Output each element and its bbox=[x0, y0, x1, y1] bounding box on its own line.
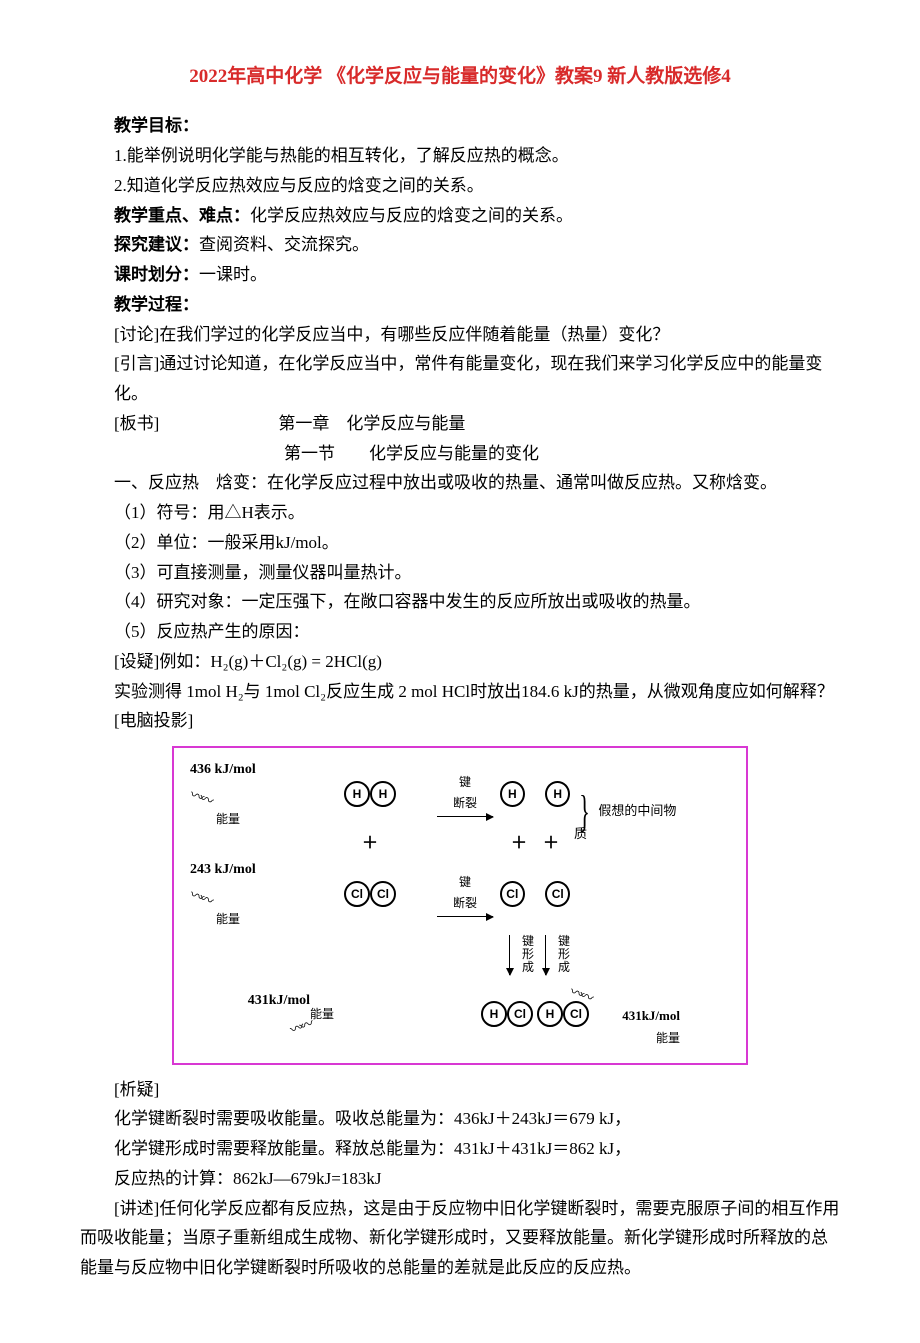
def-main: 一、反应热 焓变：在化学反应过程中放出或吸收的热量、通常叫做反应热。又称焓变。 bbox=[80, 468, 840, 498]
explain: [讲述]任何化学反应都有反应热，这是由于反应物中旧化学键断裂时，需要克服原子间的… bbox=[80, 1194, 840, 1283]
objective-2: 2.知道化学反应热效应与反应的焓变之间的关系。 bbox=[80, 171, 840, 201]
energy-label-3: 能量 bbox=[310, 1004, 334, 1025]
clcl-energy: 243 kJ/mol bbox=[190, 858, 310, 883]
plus-icon: ＋ ＋ bbox=[500, 830, 570, 858]
hcl-energy-2: 431kJ/mol bbox=[570, 1005, 680, 1028]
cl-atom: Cl bbox=[545, 881, 570, 907]
break-label-1: 键断裂 bbox=[430, 772, 500, 814]
projection-label: [电脑投影] bbox=[80, 706, 840, 736]
bond-energy-diagram: 436 kJ/mol 〰〰 能量 HH 键断裂 H H } bbox=[172, 746, 748, 1065]
energy-label-2: 能量 bbox=[190, 909, 310, 930]
def-2: （2）单位：一般采用kJ/mol。 bbox=[80, 528, 840, 558]
keypoint: 教学重点、难点：化学反应热效应与反应的焓变之间的关系。 bbox=[80, 201, 840, 231]
h-atom: H bbox=[500, 781, 525, 807]
def-3: （3）可直接测量，测量仪器叫量热计。 bbox=[80, 558, 840, 588]
hh-energy: 436 kJ/mol bbox=[190, 758, 310, 783]
break-label-2: 键断裂 bbox=[430, 872, 500, 914]
process-label: 教学过程： bbox=[80, 290, 840, 320]
page-title: 2022年高中化学 《化学反应与能量的变化》教案9 新人教版选修4 bbox=[80, 60, 840, 93]
diagram-container: 436 kJ/mol 〰〰 能量 HH 键断裂 H H } bbox=[80, 746, 840, 1065]
hcl-energy-1: 431kJ/mol bbox=[190, 989, 310, 1014]
hh-molecule: HH bbox=[344, 781, 396, 807]
explore: 探究建议：查阅资料、交流探究。 bbox=[80, 230, 840, 260]
analysis-2: 化学键形成时需要释放能量。释放总能量为：431kJ＋431kJ＝862 kJ， bbox=[80, 1134, 840, 1164]
objective-1: 1.能举例说明化学能与热能的相互转化，了解反应热的概念。 bbox=[80, 141, 840, 171]
def-1: （1）符号：用△H表示。 bbox=[80, 498, 840, 528]
clcl-molecule: ClCl bbox=[344, 881, 396, 907]
intro: [引言]通过讨论知道，在化学反应当中，常件有能量变化，现在我们来学习化学反应中的… bbox=[80, 349, 840, 409]
period: 课时划分：一课时。 bbox=[80, 260, 840, 290]
analysis-3: 反应热的计算：862kJ—679kJ=183kJ bbox=[80, 1164, 840, 1194]
energy-label-4: 能量 bbox=[570, 1028, 680, 1049]
analysis-1: 化学键断裂时需要吸收能量。吸收总能量为：436kJ＋243kJ＝679 kJ， bbox=[80, 1104, 840, 1134]
objectives-label: 教学目标： bbox=[80, 111, 840, 141]
discuss: [讨论]在我们学过的化学反应当中，有哪些反应伴随着能量（热量）变化？ bbox=[80, 320, 840, 350]
energy-label-1: 能量 bbox=[190, 809, 310, 830]
board: [板书] 第一章 化学反应与能量 bbox=[80, 409, 840, 439]
form-label-1: 键形成 bbox=[522, 935, 534, 975]
board-section: 第一节 化学反应与能量的变化 bbox=[80, 439, 840, 469]
def-4: （4）研究对象：一定压强下，在敞口容器中发生的反应所放出或吸收的热量。 bbox=[80, 587, 840, 617]
cl-atom: Cl bbox=[500, 881, 525, 907]
analysis-label: [析疑] bbox=[80, 1075, 840, 1105]
plus-icon: ＋ bbox=[310, 830, 430, 858]
hcl-molecule: HCl bbox=[481, 1001, 533, 1027]
equation: [设疑]例如：H₂(g)＋Cl₂(g) = 2HCl(g) bbox=[80, 647, 840, 677]
h-atom: H bbox=[545, 781, 570, 807]
form-label-2: 键形成 bbox=[558, 935, 570, 975]
def-5: （5）反应热产生的原因： bbox=[80, 617, 840, 647]
experiment: 实验测得 1mol H₂与 1mol Cl₂反应生成 2 mol HCl时放出1… bbox=[80, 677, 840, 707]
